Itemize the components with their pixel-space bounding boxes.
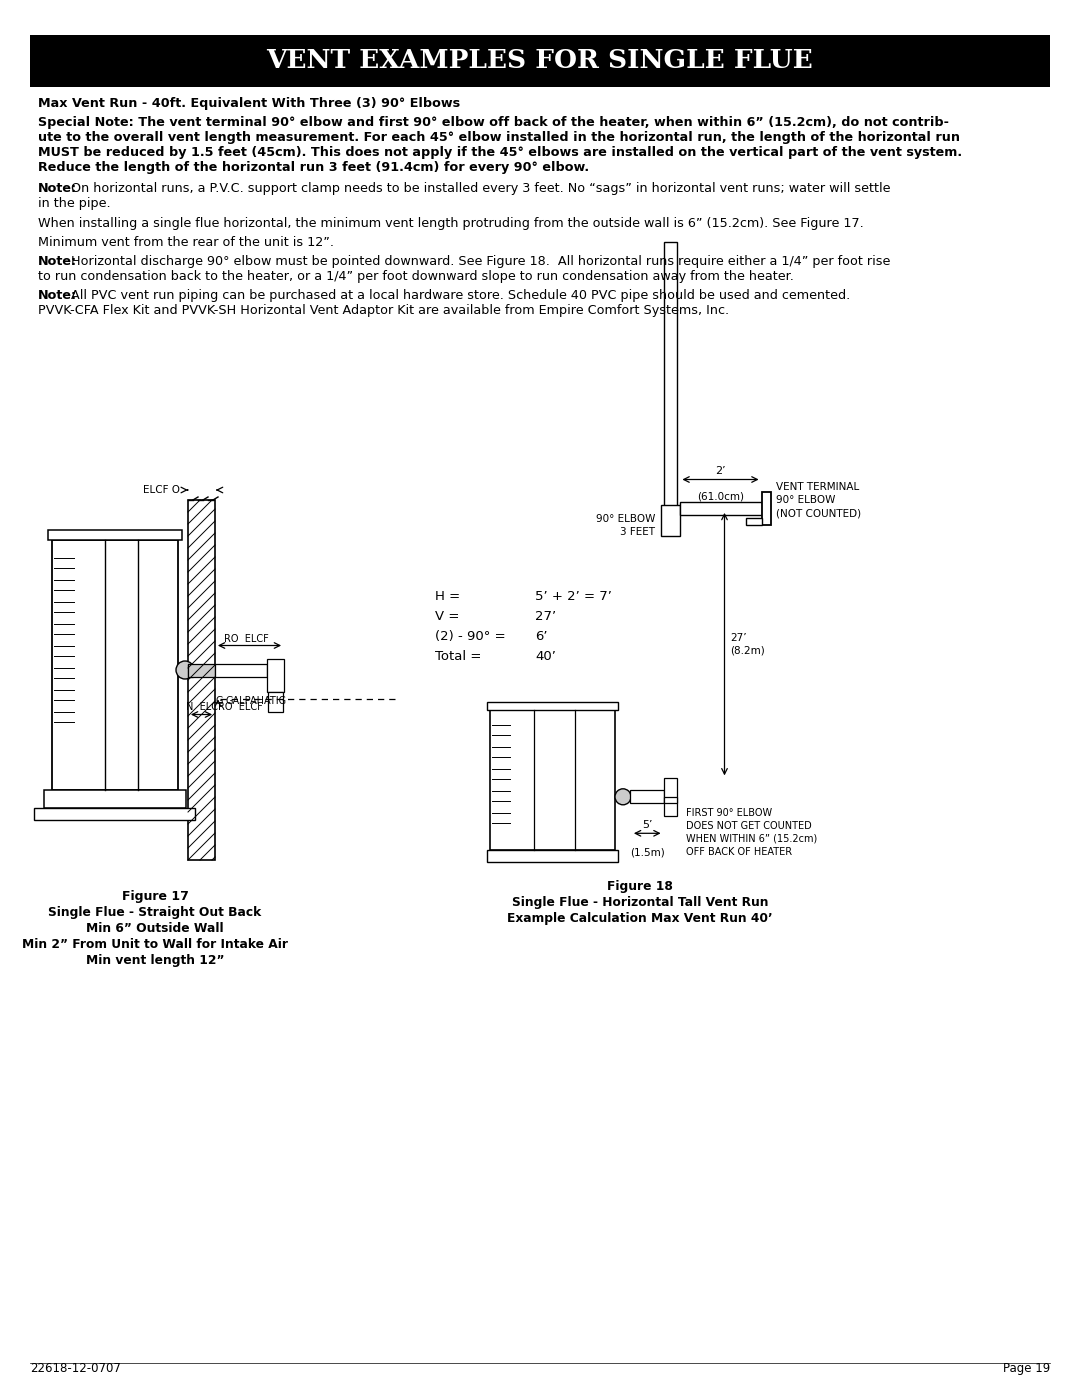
Text: MUST be reduced by 1.5 feet (45cm). This does not apply if the 45° elbows are in: MUST be reduced by 1.5 feet (45cm). This… (38, 147, 962, 159)
Text: 5’ + 2’ = 7’: 5’ + 2’ = 7’ (535, 590, 612, 604)
Text: Min 2” From Unit to Wall for Intake Air: Min 2” From Unit to Wall for Intake Air (22, 937, 288, 951)
Text: Figure 17: Figure 17 (122, 890, 188, 902)
Bar (215, 664, 267, 676)
Text: N  ELCF: N ELCF (186, 703, 224, 712)
Text: PVVK-CFA Flex Kit and PVVK-SH Horizontal Vent Adaptor Kit are available from Emp: PVVK-CFA Flex Kit and PVVK-SH Horizontal… (38, 305, 729, 317)
Text: Single Flue - Straight Out Back: Single Flue - Straight Out Back (49, 907, 261, 919)
Bar (188, 664, 193, 676)
Text: Example Calculation Max Vent Run 40’: Example Calculation Max Vent Run 40’ (508, 912, 773, 925)
Bar (490, 710, 615, 849)
Text: FIRST 90° ELBOW
DOES NOT GET COUNTED
WHEN WITHIN 6” (15.2cm)
OFF BACK OF HEATER: FIRST 90° ELBOW DOES NOT GET COUNTED WHE… (687, 809, 818, 856)
Text: 2’: 2’ (715, 467, 726, 476)
Text: All PVC vent run piping can be purchased at a local hardware store. Schedule 40 : All PVC vent run piping can be purchased… (71, 289, 850, 302)
Text: Horizontal discharge 90° elbow must be pointed downward. See Figure 18.  All hor: Horizontal discharge 90° elbow must be p… (71, 256, 890, 268)
Text: When installing a single flue horizontal, the minimum vent length protruding fro: When installing a single flue horizontal… (38, 217, 864, 231)
Text: (2) - 90° =: (2) - 90° = (435, 630, 505, 643)
Text: ute to the overall vent length measurement. For each 45° elbow installed in the : ute to the overall vent length measureme… (38, 131, 960, 144)
Bar (188, 500, 215, 861)
Text: Note:: Note: (38, 256, 77, 268)
Bar (663, 796, 676, 803)
Text: Note:: Note: (38, 182, 77, 196)
Text: V =: V = (435, 610, 459, 623)
Bar (487, 849, 618, 862)
Text: Figure 18: Figure 18 (607, 880, 673, 893)
Text: Reduce the length of the horizontal run 3 feet (91.4cm) for every 90° elbow.: Reduce the length of the horizontal run … (38, 161, 589, 175)
Bar (679, 502, 761, 514)
Text: to run condensation back to the heater, or a 1/4” per foot downward slope to run: to run condensation back to the heater, … (38, 270, 794, 284)
Text: 90° ELBOW
3 FEET: 90° ELBOW 3 FEET (596, 514, 656, 536)
Text: 22618-12-0707: 22618-12-0707 (30, 1362, 121, 1375)
Bar (52, 541, 178, 789)
Text: 40’: 40’ (535, 650, 556, 664)
Text: VENT EXAMPLES FOR SINGLE FLUE: VENT EXAMPLES FOR SINGLE FLUE (267, 49, 813, 74)
Bar (487, 703, 618, 710)
Text: GALPAHATIG: GALPAHATIG (226, 697, 287, 707)
Bar (745, 517, 761, 524)
Text: VENT TERMINAL
90° ELBOW
(NOT COUNTED): VENT TERMINAL 90° ELBOW (NOT COUNTED) (777, 482, 862, 518)
Text: RO  ELCF: RO ELCF (224, 633, 268, 644)
Text: Special Note: The vent terminal 90° elbow and first 90° elbow off back of the he: Special Note: The vent terminal 90° elbo… (38, 116, 949, 129)
Circle shape (176, 661, 194, 679)
Bar (188, 664, 215, 676)
Text: Max Vent Run - 40ft. Equivalent With Three (3) 90° Elbows: Max Vent Run - 40ft. Equivalent With Thr… (38, 96, 460, 110)
Bar (761, 492, 770, 524)
Text: Total =: Total = (435, 650, 482, 664)
Bar (267, 658, 284, 692)
Bar (268, 692, 283, 711)
Text: Min vent length 12”: Min vent length 12” (85, 954, 225, 967)
Text: 5’: 5’ (642, 820, 652, 830)
Text: (61.0cm): (61.0cm) (697, 492, 744, 502)
Text: RO  ELCF: RO ELCF (218, 703, 262, 712)
Text: ELCF O: ELCF O (143, 485, 180, 495)
Text: Minimum vent from the rear of the unit is 12”.: Minimum vent from the rear of the unit i… (38, 236, 334, 249)
Text: On horizontal runs, a P.V.C. support clamp needs to be installed every 3 feet. N: On horizontal runs, a P.V.C. support cla… (71, 182, 891, 196)
Text: Single Flue - Horizontal Tall Vent Run: Single Flue - Horizontal Tall Vent Run (512, 895, 768, 909)
Bar (48, 529, 183, 541)
Bar (44, 789, 186, 807)
Text: H =: H = (435, 590, 460, 604)
Bar (630, 791, 663, 803)
Text: 6’: 6’ (535, 630, 548, 643)
Circle shape (615, 789, 631, 805)
Text: (1.5m): (1.5m) (630, 848, 664, 858)
Text: Min 6” Outside Wall: Min 6” Outside Wall (86, 922, 224, 935)
Bar (33, 807, 195, 820)
Text: in the pipe.: in the pipe. (38, 197, 110, 210)
Bar (663, 242, 676, 510)
Bar (663, 778, 676, 816)
Text: Page 19: Page 19 (1002, 1362, 1050, 1375)
Text: Note:: Note: (38, 289, 77, 302)
Text: G: G (216, 697, 224, 707)
Bar (661, 504, 679, 536)
Text: 27’
(8.2m): 27’ (8.2m) (730, 633, 766, 655)
Text: 27’: 27’ (535, 610, 556, 623)
Bar (30, 35, 1050, 87)
